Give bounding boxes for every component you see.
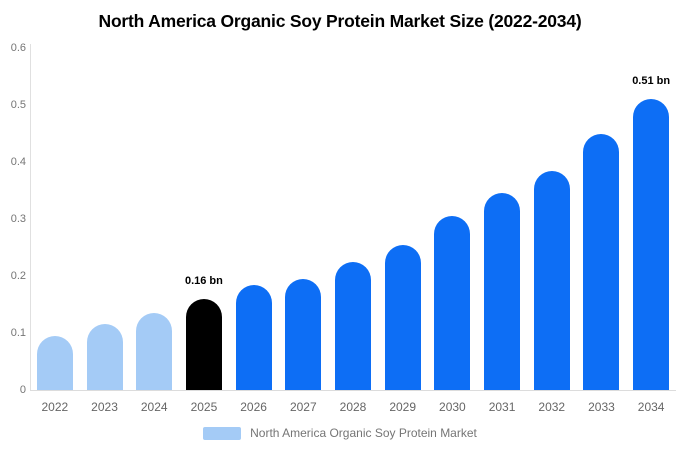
x-tick-label-2024: 2024 [140,400,168,414]
bar-2027[interactable] [285,278,322,390]
bar-2028[interactable] [335,261,371,390]
x-axis-line [30,390,676,391]
y-tick-label: 0.4 [10,156,26,168]
x-tick-label-2032: 2032 [538,400,566,414]
y-tick-label: 0.5 [10,99,26,111]
y-tick-label: 0.2 [10,270,26,282]
y-tick-label: 0.3 [10,213,26,225]
bar-2024[interactable] [136,313,173,390]
legend-swatch-icon [203,426,242,440]
x-tick-label-2028: 2028 [339,400,367,414]
bar-2022[interactable] [36,335,73,390]
x-tick-label-2034: 2034 [637,400,665,414]
x-tick-label-2025: 2025 [190,400,218,414]
bar-2023[interactable] [86,324,123,390]
bar-2032[interactable] [533,170,570,390]
bar-2026[interactable] [235,284,272,390]
x-tick-label-2031: 2031 [488,400,516,414]
x-tick-label-2027: 2027 [289,400,317,414]
chart-title: North America Organic Soy Protein Market… [98,11,582,31]
legend-label: North America Organic Soy Protein Market [250,426,477,440]
x-tick-label-2026: 2026 [240,400,267,414]
y-tick-label: 0.1 [10,327,26,339]
x-tick-label-2029: 2029 [389,400,417,414]
bar-2030[interactable] [434,216,471,390]
x-tick-label-2023: 2023 [91,400,118,414]
legend[interactable]: North America Organic Soy Protein Market [0,426,680,440]
y-tick-label: 0.6 [10,42,26,54]
data-label-2025: 0.16 bn [184,274,223,287]
bar-2025[interactable] [185,298,222,390]
x-tick-label-2033: 2033 [588,400,615,414]
x-tick-label-2030: 2030 [439,400,466,414]
bar-2029[interactable] [384,244,421,390]
bar-2034[interactable] [633,99,670,390]
y-tick-label: 0 [19,384,26,396]
bar-2031[interactable] [484,193,521,390]
bar-2033[interactable] [583,133,620,390]
y-axis-line [30,44,31,390]
data-label-2034: 0.51 bn [632,75,671,88]
x-tick-label-2022: 2022 [41,400,69,414]
